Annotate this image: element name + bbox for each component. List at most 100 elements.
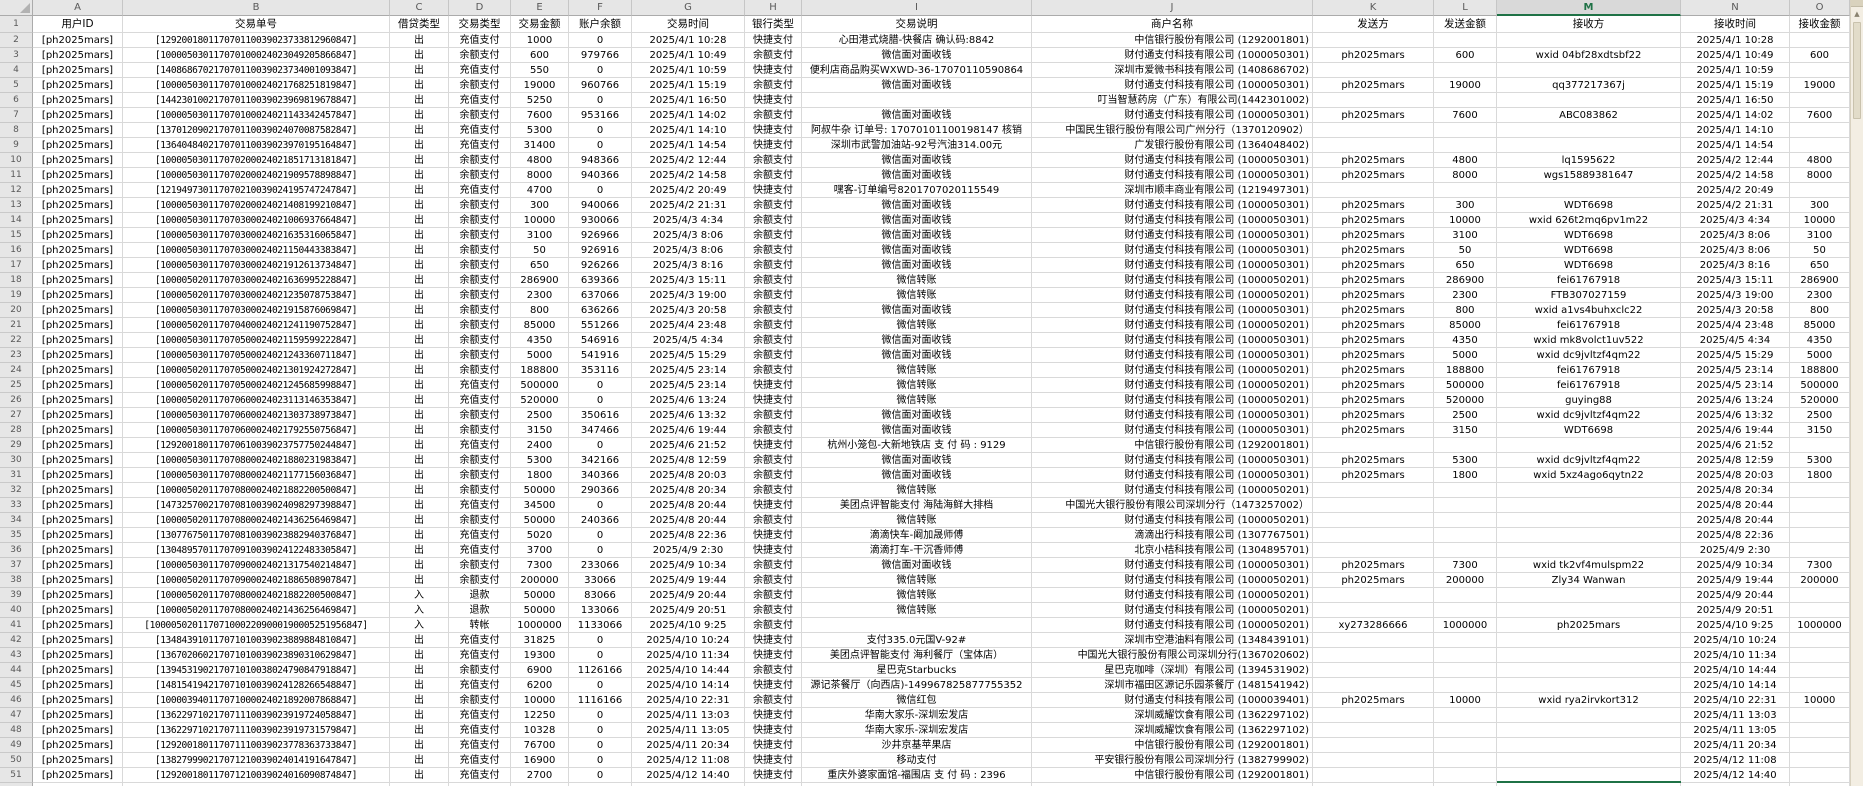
cell[interactable]: 余额支付 — [745, 408, 802, 423]
cell[interactable]: 7300 — [511, 558, 569, 573]
cell[interactable]: 美团点评智能支付 海利餐厅（宝体店） — [802, 648, 1032, 663]
row-header[interactable]: 38 — [0, 573, 33, 588]
cell[interactable]: [ph2025mars] — [33, 33, 123, 48]
cell[interactable]: 2025/4/10 10:24 — [1681, 633, 1790, 648]
cell[interactable]: 0 — [569, 498, 632, 513]
cell[interactable]: [100005020117070500024021245685998847] — [123, 378, 390, 393]
row-header[interactable]: 2 — [0, 33, 33, 48]
cell[interactable]: 0 — [569, 753, 632, 768]
cell[interactable]: 财付通支付科技有限公司 (1000050301) — [1032, 168, 1313, 183]
cell[interactable]: 2025/4/2 21:31 — [1681, 198, 1790, 213]
cell[interactable]: xy273286666 — [1313, 618, 1434, 633]
cell[interactable]: 充值支付 — [449, 123, 511, 138]
cell[interactable]: 2025/4/1 10:49 — [632, 48, 745, 63]
cell[interactable]: 华南大家乐-深圳宏发店 — [802, 723, 1032, 738]
cell[interactable]: 源记茶餐厅（向西店)-149967825877755352 — [802, 678, 1032, 693]
cell[interactable]: wxid 04bf28xdtsbf22 — [1497, 48, 1681, 63]
cell[interactable] — [1313, 708, 1434, 723]
cell[interactable]: 2025/4/3 8:16 — [1681, 258, 1790, 273]
cell[interactable]: 4350 — [1790, 333, 1850, 348]
cell[interactable]: 2025/4/9 2:30 — [632, 543, 745, 558]
cell[interactable]: [136702060217071010039023890310629847] — [123, 648, 390, 663]
cell[interactable] — [802, 618, 1032, 633]
cell[interactable]: 美团点评智能支付 海陆海鲜大排档 — [802, 498, 1032, 513]
cell[interactable]: 快捷支付 — [745, 138, 802, 153]
cell[interactable]: 出 — [390, 63, 449, 78]
cell[interactable] — [1434, 138, 1497, 153]
cell[interactable]: 移动支付 — [802, 753, 1032, 768]
cell[interactable]: ph2025mars — [1313, 363, 1434, 378]
cell[interactable]: 出 — [390, 543, 449, 558]
cell[interactable]: 188800 — [511, 363, 569, 378]
cell[interactable]: 出 — [390, 48, 449, 63]
cell[interactable]: 微信转账 — [802, 603, 1032, 618]
cell[interactable]: 1133066 — [569, 618, 632, 633]
cell[interactable]: 余额支付 — [449, 288, 511, 303]
cell[interactable]: 余额支付 — [449, 303, 511, 318]
cell[interactable]: [129200180117070610039023757750244847] — [123, 438, 390, 453]
cell[interactable] — [1313, 678, 1434, 693]
cell[interactable]: 入 — [390, 588, 449, 603]
cell[interactable]: 财付通支付科技有限公司 (1000050301) — [1032, 258, 1313, 273]
cell[interactable] — [1790, 138, 1850, 153]
cell[interactable]: [ph2025mars] — [33, 603, 123, 618]
cell[interactable] — [1497, 723, 1681, 738]
cell[interactable]: 520000 — [1790, 393, 1850, 408]
cell[interactable]: 5020 — [511, 528, 569, 543]
cell[interactable]: 出 — [390, 138, 449, 153]
cell[interactable] — [1790, 63, 1850, 78]
cell[interactable] — [1434, 783, 1497, 786]
cell[interactable]: [ph2025mars] — [33, 723, 123, 738]
cell[interactable]: 2025/4/8 20:44 — [1681, 513, 1790, 528]
cell[interactable]: 200000 — [511, 573, 569, 588]
cell[interactable]: 快捷支付 — [745, 678, 802, 693]
cell[interactable]: 3100 — [1434, 228, 1497, 243]
cell[interactable]: 余额支付 — [745, 78, 802, 93]
cell[interactable]: 财付通支付科技有限公司 (1000050201) — [1032, 513, 1313, 528]
cell[interactable]: [ph2025mars] — [33, 753, 123, 768]
cell[interactable]: 滴滴快车-阚加晟师傅 — [802, 528, 1032, 543]
cell[interactable] — [511, 783, 569, 786]
cell[interactable] — [1497, 633, 1681, 648]
cell[interactable]: 快捷支付 — [745, 93, 802, 108]
cell[interactable]: [100005020117070300024021636995228847] — [123, 273, 390, 288]
cell[interactable]: 余额支付 — [449, 423, 511, 438]
cell[interactable]: 2025/4/12 14:40 — [632, 768, 745, 783]
cell[interactable]: 财付通支付科技有限公司 (1000050301) — [1032, 348, 1313, 363]
cell[interactable]: 12250 — [511, 708, 569, 723]
cell[interactable]: wxid rya2irvkort312 — [1497, 693, 1681, 708]
cell[interactable]: 余额支付 — [745, 243, 802, 258]
cell[interactable]: [130776750117070810039023882940376847] — [123, 528, 390, 543]
cell[interactable]: 中国光大银行股份有限公司深圳分行（1473257002） — [1032, 498, 1313, 513]
cell[interactable]: 余额支付 — [745, 228, 802, 243]
cell[interactable] — [1434, 723, 1497, 738]
cell[interactable]: 出 — [390, 243, 449, 258]
field-header-cell[interactable]: 发送方 — [1313, 16, 1434, 33]
cell[interactable]: 财付通支付科技有限公司 (1000050301) — [1032, 333, 1313, 348]
cell[interactable]: 快捷支付 — [745, 123, 802, 138]
cell[interactable]: 2500 — [1790, 408, 1850, 423]
cell[interactable]: 2025/4/11 20:34 — [632, 738, 745, 753]
cell[interactable]: ph2025mars — [1313, 198, 1434, 213]
cell[interactable]: 2025/4/8 20:44 — [1681, 498, 1790, 513]
cell[interactable] — [1313, 513, 1434, 528]
row-header[interactable]: 8 — [0, 123, 33, 138]
cell[interactable]: 500000 — [511, 378, 569, 393]
cell[interactable]: 926916 — [569, 243, 632, 258]
cell[interactable]: 出 — [390, 633, 449, 648]
cell[interactable] — [1434, 663, 1497, 678]
cell[interactable]: 快捷支付 — [745, 648, 802, 663]
cell[interactable] — [1790, 588, 1850, 603]
cell[interactable]: 2025/4/6 19:44 — [1681, 423, 1790, 438]
cell[interactable]: 充值支付 — [449, 648, 511, 663]
cell[interactable]: [ph2025mars] — [33, 453, 123, 468]
cell[interactable]: 财付通支付科技有限公司 (1000050201) — [1032, 573, 1313, 588]
cell[interactable]: 3100 — [1790, 228, 1850, 243]
row-header[interactable]: 40 — [0, 603, 33, 618]
cell[interactable]: 5300 — [1790, 453, 1850, 468]
cell[interactable]: [147325700217070810039024098297398847] — [123, 498, 390, 513]
cell[interactable]: 926966 — [569, 228, 632, 243]
cell[interactable]: 余额支付 — [449, 663, 511, 678]
row-header[interactable]: 12 — [0, 183, 33, 198]
cell[interactable]: 2025/4/6 13:24 — [632, 393, 745, 408]
